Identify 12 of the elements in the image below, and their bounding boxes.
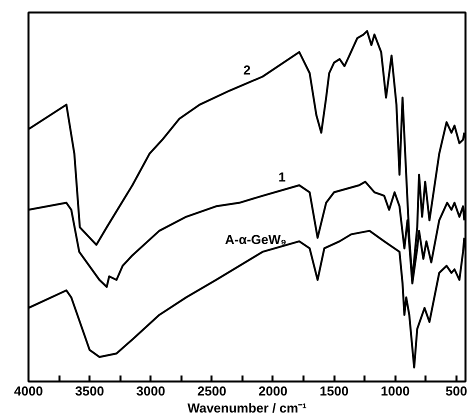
series-label: A-α-GeW₉ [224, 232, 287, 248]
x-tick-label: 4000 [14, 384, 43, 398]
x-tick-label: 500 [445, 384, 468, 398]
x-tick-label: 3000 [136, 384, 166, 398]
x-tick-label: 1000 [380, 384, 410, 398]
x-tick-label: 1500 [320, 384, 349, 398]
series-label: 1 [278, 169, 286, 184]
x-tick-label: 2000 [258, 384, 288, 398]
x-axis-title: Wavenumber / cm⁻¹ [187, 400, 307, 416]
series-label: 2 [243, 62, 251, 78]
x-tick-label: 3500 [75, 384, 104, 398]
x-tick-label: 2500 [197, 384, 226, 398]
